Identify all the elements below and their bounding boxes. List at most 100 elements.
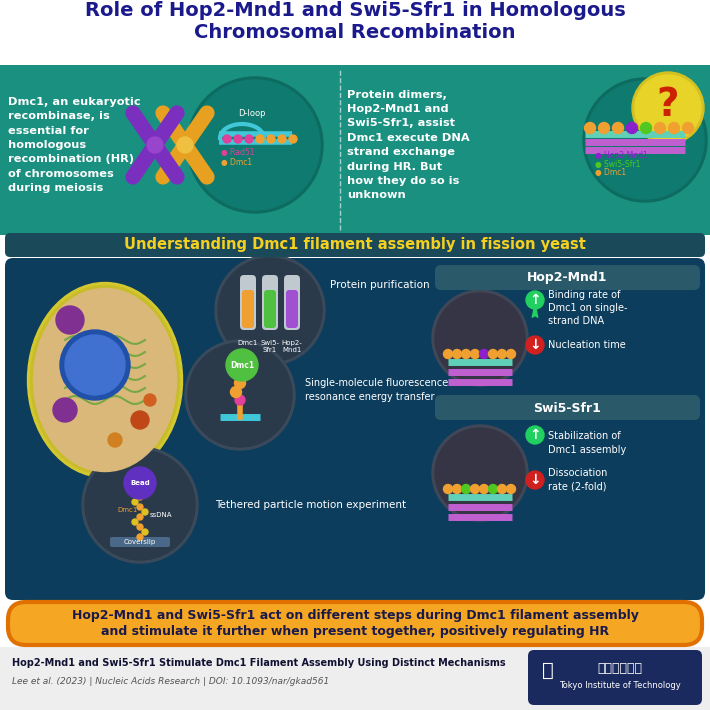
FancyBboxPatch shape [0, 647, 710, 710]
FancyBboxPatch shape [0, 65, 710, 235]
Circle shape [278, 135, 286, 143]
Circle shape [432, 425, 528, 521]
Circle shape [188, 343, 292, 447]
Text: ● Dmc1: ● Dmc1 [595, 168, 626, 178]
Text: ↓: ↓ [529, 473, 541, 487]
Text: Single-molecule fluorescence
resonance energy transfer: Single-molecule fluorescence resonance e… [305, 378, 448, 402]
Circle shape [435, 293, 525, 383]
Circle shape [142, 489, 148, 495]
Text: Lee et al. (2023) | Nucleic Acids Research | DOI: 10.1093/nar/gkad561: Lee et al. (2023) | Nucleic Acids Resear… [12, 677, 329, 687]
Circle shape [498, 484, 506, 493]
Text: Dmc1, an eukaryotic
recombinase, is
essential for
homologous
recombination (HR)
: Dmc1, an eukaryotic recombinase, is esse… [8, 97, 141, 193]
Circle shape [444, 349, 452, 359]
Circle shape [131, 411, 149, 429]
Circle shape [234, 378, 246, 388]
Text: Swi5-
Sfr1: Swi5- Sfr1 [261, 340, 280, 353]
Text: Hop2-Mnd1: Hop2-Mnd1 [527, 271, 607, 285]
Circle shape [444, 484, 452, 493]
Text: Swi5-Sfr1: Swi5-Sfr1 [533, 401, 601, 415]
Text: Nucleation time: Nucleation time [548, 340, 626, 350]
Text: 東京工業大学: 東京工業大学 [598, 662, 643, 674]
Circle shape [226, 349, 258, 381]
Circle shape [452, 484, 462, 493]
Text: Protein purification: Protein purification [330, 280, 430, 290]
Circle shape [479, 484, 488, 493]
Circle shape [506, 484, 515, 493]
Text: Binding rate of
Dmc1 on single-
strand DNA: Binding rate of Dmc1 on single- strand D… [548, 290, 628, 326]
Text: ● Rad51: ● Rad51 [221, 148, 254, 156]
Circle shape [289, 135, 297, 143]
Text: ● Dmc1: ● Dmc1 [221, 158, 252, 167]
Circle shape [584, 123, 596, 133]
Text: Protein dimers,
Hop2-Mnd1 and
Swi5-Sfr1, assist
Dmc1 execute DNA
strand exchange: Protein dimers, Hop2-Mnd1 and Swi5-Sfr1,… [347, 89, 469, 200]
Text: Tokyo Institute of Technology: Tokyo Institute of Technology [559, 682, 681, 691]
Circle shape [147, 137, 163, 153]
Circle shape [462, 484, 471, 493]
Circle shape [626, 123, 638, 133]
FancyBboxPatch shape [435, 265, 700, 290]
Text: Bead: Bead [130, 480, 150, 486]
Text: ⛩: ⛩ [542, 660, 554, 679]
Circle shape [506, 349, 515, 359]
Circle shape [435, 428, 525, 518]
Text: ?: ? [657, 86, 679, 124]
Circle shape [635, 75, 701, 141]
Circle shape [124, 467, 156, 499]
Circle shape [488, 349, 498, 359]
Text: ssDNA: ssDNA [150, 512, 173, 518]
Circle shape [223, 135, 231, 143]
Circle shape [613, 123, 623, 133]
Circle shape [256, 135, 264, 143]
Text: Dmc1: Dmc1 [230, 361, 254, 369]
Circle shape [526, 426, 544, 444]
Circle shape [137, 514, 143, 520]
Circle shape [632, 72, 704, 144]
Circle shape [488, 484, 498, 493]
Circle shape [479, 349, 488, 359]
Circle shape [137, 534, 143, 540]
Text: and stimulate it further when present together, positively regulating HR: and stimulate it further when present to… [101, 625, 609, 638]
Text: Hop2-
Mnd1: Hop2- Mnd1 [282, 340, 302, 353]
Text: ● Hop2-Mnd1: ● Hop2-Mnd1 [595, 151, 648, 160]
Text: Coverslip: Coverslip [124, 539, 156, 545]
FancyBboxPatch shape [528, 650, 702, 705]
Text: Dissociation
rate (2-fold): Dissociation rate (2-fold) [548, 469, 607, 491]
Text: Role of Hop2-Mnd1 and Swi5-Sfr1 in Homologous: Role of Hop2-Mnd1 and Swi5-Sfr1 in Homol… [84, 1, 626, 19]
Circle shape [526, 336, 544, 354]
Circle shape [215, 255, 325, 365]
Circle shape [599, 123, 609, 133]
Circle shape [144, 394, 156, 406]
Circle shape [655, 123, 665, 133]
Text: Hop2-Mnd1 and Swi5-Sfr1 act on different steps during Dmc1 filament assembly: Hop2-Mnd1 and Swi5-Sfr1 act on different… [72, 608, 638, 621]
Ellipse shape [33, 288, 177, 471]
Text: Dmc1: Dmc1 [118, 507, 138, 513]
Text: Hop2-Mnd1 and Swi5-Sfr1 Stimulate Dmc1 Filament Assembly Using Distinct Mechanis: Hop2-Mnd1 and Swi5-Sfr1 Stimulate Dmc1 F… [12, 658, 506, 668]
Circle shape [452, 349, 462, 359]
FancyBboxPatch shape [262, 275, 278, 330]
FancyBboxPatch shape [0, 0, 710, 65]
Circle shape [177, 137, 193, 153]
FancyBboxPatch shape [264, 290, 276, 328]
Ellipse shape [31, 285, 180, 474]
Circle shape [218, 258, 322, 362]
Circle shape [640, 123, 652, 133]
Text: Tethered particle motion experiment: Tethered particle motion experiment [215, 500, 406, 510]
Circle shape [462, 349, 471, 359]
Text: ● Swi5-Sfr1: ● Swi5-Sfr1 [595, 160, 640, 168]
Circle shape [471, 349, 479, 359]
FancyBboxPatch shape [5, 258, 705, 600]
Circle shape [187, 77, 323, 213]
Circle shape [142, 529, 148, 535]
Text: Stabilization of
Dmc1 assembly: Stabilization of Dmc1 assembly [548, 432, 626, 454]
Circle shape [82, 447, 198, 563]
FancyBboxPatch shape [110, 537, 170, 547]
FancyBboxPatch shape [8, 602, 702, 645]
Circle shape [142, 509, 148, 515]
FancyBboxPatch shape [5, 233, 705, 257]
Circle shape [234, 135, 242, 143]
Circle shape [586, 81, 704, 199]
Circle shape [137, 494, 143, 500]
Text: ↑: ↑ [529, 293, 541, 307]
Circle shape [235, 395, 245, 405]
Circle shape [132, 499, 138, 505]
